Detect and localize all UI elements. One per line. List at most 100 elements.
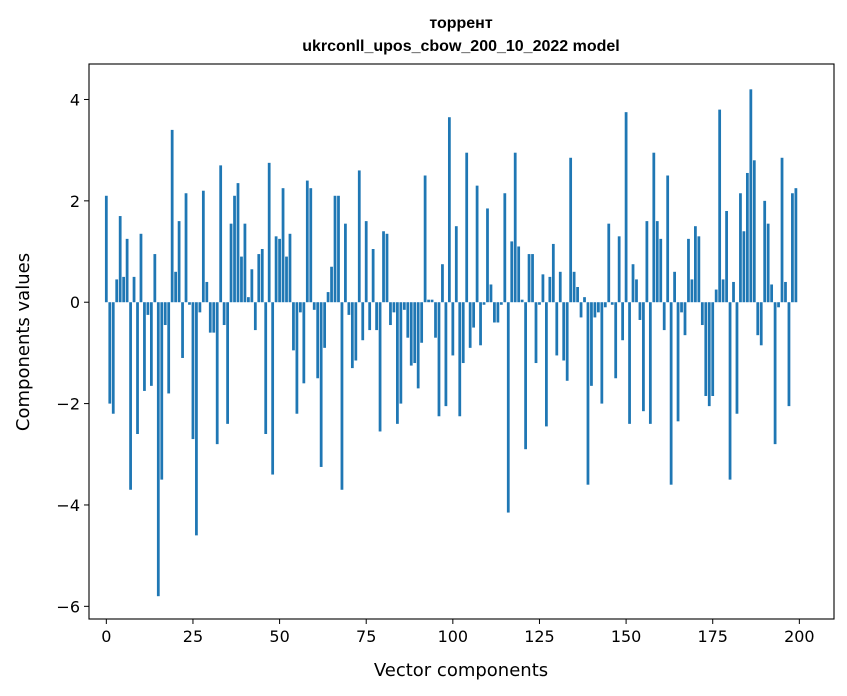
bar xyxy=(247,297,250,303)
bar xyxy=(600,302,604,404)
bar xyxy=(714,289,718,303)
bar xyxy=(149,302,153,386)
bar xyxy=(108,302,112,404)
y-tick-label: −6 xyxy=(56,597,80,616)
bar xyxy=(309,188,313,303)
bar xyxy=(486,208,489,303)
bar xyxy=(125,238,129,303)
bar xyxy=(399,302,403,404)
y-tick-label: −4 xyxy=(56,496,80,515)
bar xyxy=(621,302,625,341)
x-axis-ticks: 0 25 50 75 100 125 150 175 200 xyxy=(101,619,815,646)
bar xyxy=(274,236,278,303)
x-tick-label: 200 xyxy=(784,627,815,646)
bar xyxy=(361,302,365,341)
bar xyxy=(479,302,482,346)
bar xyxy=(652,152,656,303)
bar xyxy=(198,302,202,313)
bar xyxy=(745,172,749,303)
x-axis-label: Vector components xyxy=(374,660,548,681)
bar xyxy=(115,279,119,303)
bar xyxy=(195,302,198,536)
bar xyxy=(659,238,663,303)
bar xyxy=(323,302,327,348)
x-tick-label: 150 xyxy=(611,627,642,646)
bar xyxy=(614,302,618,379)
bar xyxy=(628,302,631,424)
bar xyxy=(285,256,288,303)
bar xyxy=(683,302,687,336)
bar xyxy=(212,302,216,333)
bar xyxy=(690,279,694,303)
bar xyxy=(493,302,496,323)
bar xyxy=(233,195,236,303)
bar xyxy=(413,302,417,364)
bar xyxy=(368,302,372,331)
bar xyxy=(482,302,486,305)
bar xyxy=(396,302,399,424)
bar xyxy=(219,165,223,303)
bar xyxy=(409,302,413,366)
bar xyxy=(576,287,579,303)
bar xyxy=(555,302,559,356)
bar xyxy=(267,162,271,303)
bar xyxy=(662,302,666,331)
bar xyxy=(378,302,382,432)
bar xyxy=(777,302,780,308)
bar xyxy=(465,152,469,303)
bar xyxy=(603,302,607,308)
bar xyxy=(181,302,184,358)
bar xyxy=(749,89,753,303)
bar xyxy=(264,302,268,434)
bar xyxy=(344,223,347,303)
bar xyxy=(739,193,742,303)
bar xyxy=(160,302,164,480)
bar xyxy=(541,274,545,303)
x-tick-label: 125 xyxy=(524,627,555,646)
x-tick-label: 25 xyxy=(183,627,203,646)
bar xyxy=(333,195,337,303)
y-tick-label: −2 xyxy=(56,395,80,414)
bar xyxy=(302,302,306,384)
bar xyxy=(607,223,611,303)
bar xyxy=(163,302,167,326)
bar xyxy=(357,170,361,303)
bar xyxy=(742,231,746,303)
bar xyxy=(694,226,697,303)
bar xyxy=(534,302,538,364)
bar xyxy=(215,302,219,445)
bar xyxy=(392,302,396,313)
bar xyxy=(330,266,333,303)
bar xyxy=(354,302,358,361)
bar xyxy=(229,223,233,303)
bar xyxy=(759,302,763,346)
bar xyxy=(596,302,600,313)
bar xyxy=(222,302,226,326)
bar xyxy=(638,302,642,320)
bar xyxy=(454,226,458,303)
bar xyxy=(506,302,510,513)
bar xyxy=(437,302,441,417)
bar xyxy=(728,302,732,480)
bar xyxy=(208,302,212,333)
bar xyxy=(375,302,378,331)
bar xyxy=(347,302,351,315)
x-tick-label: 50 xyxy=(269,627,289,646)
bar xyxy=(312,302,316,310)
x-tick-label: 175 xyxy=(697,627,728,646)
bar xyxy=(156,302,160,597)
bar xyxy=(170,129,174,303)
chart-title-line2: ukrconll_upos_cbow_200_10_2022 model xyxy=(302,38,619,55)
bar xyxy=(610,302,614,305)
bar xyxy=(122,276,126,303)
bar xyxy=(129,302,132,490)
bar xyxy=(520,299,524,303)
y-axis-label: Components values xyxy=(13,253,34,431)
bar xyxy=(146,302,150,315)
bar xyxy=(364,221,368,303)
bar xyxy=(697,236,701,303)
bar xyxy=(201,190,205,303)
bar xyxy=(319,302,323,467)
bar xyxy=(666,175,670,303)
